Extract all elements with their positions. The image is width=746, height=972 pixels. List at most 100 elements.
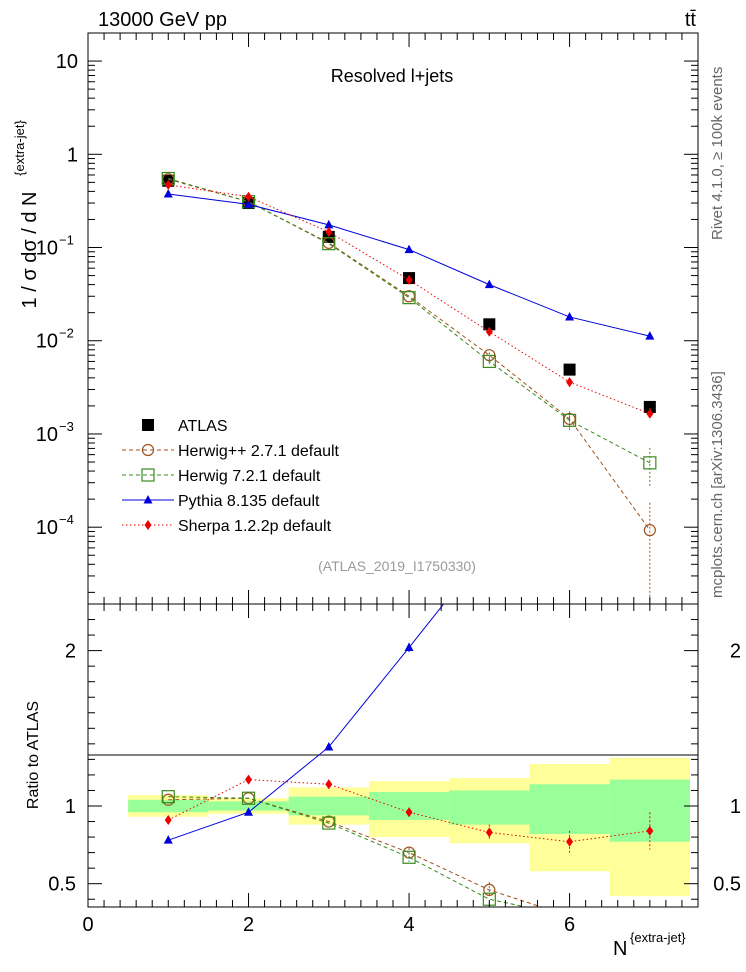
ratio-xlabel-sup: {extra-jet} xyxy=(630,930,686,945)
main-y-tick-label: 1 xyxy=(67,144,78,166)
legend-marker xyxy=(141,443,155,457)
ratio-point xyxy=(244,807,254,816)
ratio-point xyxy=(241,791,256,805)
main-y-tick-label: 10 xyxy=(36,424,58,446)
ratio-point xyxy=(163,835,173,844)
data-point xyxy=(565,311,575,321)
data-point xyxy=(163,189,173,198)
data-point xyxy=(643,400,656,413)
legend-marker xyxy=(143,495,153,504)
energy-label: 13000 GeV pp xyxy=(98,9,227,31)
main-ylabel-sup: {extra-jet} xyxy=(12,120,27,176)
legend: ATLAS Herwig++ 2.7.1 default Herwig 7.2.1 … xyxy=(122,418,340,535)
legend-entry-atlas: ATLAS xyxy=(142,418,228,435)
data-point xyxy=(645,331,655,340)
legend-marker xyxy=(142,419,154,431)
legend-label: Herwig++ 2.7.1 default xyxy=(178,443,340,460)
data-point xyxy=(324,219,334,229)
data-point xyxy=(322,237,336,251)
ratio-ylabel: Ratio to ATLAS xyxy=(25,701,42,809)
main-ylabel-text: 1 / σ dσ / d N xyxy=(19,192,41,309)
main-y-tick-exponent: −2 xyxy=(59,326,74,341)
legend-label: ATLAS xyxy=(178,418,228,435)
ratio-point xyxy=(485,827,493,838)
data-point xyxy=(483,318,496,331)
ratio-x-tick-label: 0 xyxy=(82,914,93,936)
analysis-watermark: (ATLAS_2019_I1750330) xyxy=(318,558,476,574)
data-point xyxy=(643,524,656,537)
ratio-point xyxy=(402,850,416,864)
main-y-tick-exponent: −3 xyxy=(59,419,74,434)
ratio-point xyxy=(483,883,496,897)
data-point xyxy=(484,279,494,289)
ratio-x-tick-label: 4 xyxy=(403,914,414,936)
main-y-tick-label: 10 xyxy=(56,51,78,73)
data-point xyxy=(566,377,574,388)
main-y-tick-exponent: −1 xyxy=(59,233,74,248)
ratio-y-tick-label-right: 0.5 xyxy=(713,874,741,896)
ratio-y-tick-label-right: 1 xyxy=(730,796,741,818)
legend-label: Pythia 8.135 default xyxy=(178,493,320,510)
data-point xyxy=(562,413,577,427)
series-pythia-8-135-default xyxy=(163,189,655,340)
data-point xyxy=(646,408,654,419)
data-point xyxy=(245,191,253,202)
data-point xyxy=(563,363,576,376)
ratio-point xyxy=(404,642,414,652)
ratio-xlabel: N {extra-jet} xyxy=(613,930,686,960)
data-point xyxy=(244,199,254,208)
uncertainty-band-green xyxy=(128,799,209,813)
ratio-point xyxy=(325,779,333,790)
series-atlas xyxy=(162,174,656,413)
uncertainty-band-green xyxy=(288,796,369,816)
legend-entry-herwig-2-7-1-default: Herwig++ 2.7.1 default xyxy=(122,443,340,460)
ratio-y-tick-label: 1 xyxy=(65,796,76,818)
ratio-point xyxy=(164,814,172,825)
data-point xyxy=(164,179,172,190)
series-line-pythia-8-135-default xyxy=(168,193,650,337)
process-label: tt̄ xyxy=(685,9,697,31)
ratio-point xyxy=(646,825,654,836)
data-point xyxy=(325,226,333,237)
rivet-version-label: Rivet 4.1.0, ≥ 100k events xyxy=(709,67,726,240)
ratio-point xyxy=(566,836,574,847)
mcplots-label: mcplots.cern.ch [arXiv:1306.3436] xyxy=(709,371,726,598)
ratio-point xyxy=(161,790,175,804)
data-point xyxy=(485,326,493,337)
uncertainty-band-green xyxy=(529,784,610,834)
ratio-x-tick-label: 2 xyxy=(243,914,254,936)
series-line-herwig-2-7-1-default xyxy=(168,178,651,531)
uncertainty-band-green xyxy=(449,790,530,825)
legend-entry-herwig-7-2-1-default: Herwig 7.2.1 default xyxy=(122,468,321,485)
data-point xyxy=(643,456,657,470)
legend-entry-pythia-8-135-default: Pythia 8.135 default xyxy=(122,493,320,510)
ratio-xlabel-text: N xyxy=(613,938,627,960)
uncertainty-band-green xyxy=(208,801,289,811)
main-y-tick-label: 10 xyxy=(36,238,58,260)
series-herwig-7-2-1-default xyxy=(161,171,657,487)
series-line-herwig-7-2-1-default xyxy=(168,178,651,464)
ratio-point xyxy=(405,807,413,818)
ratio-y-tick-label-right: 2 xyxy=(730,641,741,663)
legend-marker xyxy=(141,468,155,482)
plot-title: Resolved l+jets xyxy=(331,66,454,86)
ratio-point xyxy=(245,774,253,785)
main-ylabel: 1 / σ dσ / d N {extra-jet} xyxy=(12,120,41,309)
ratio-line-herwig-7-2-1-default xyxy=(168,796,529,907)
data-point xyxy=(482,354,496,369)
legend-label: Herwig 7.2.1 default xyxy=(178,468,321,485)
data-point xyxy=(402,291,416,305)
legend-marker xyxy=(144,520,152,530)
main-y-tick-label: 10 xyxy=(36,331,58,353)
ratio-y-tick-label: 0.5 xyxy=(48,874,76,896)
series-sherpa-1-2-2p-default xyxy=(164,179,654,421)
ratio-point xyxy=(324,741,334,751)
ratio-panel: 0.5 1 2 0.5 1 2 0 2 4 6 Ratio to ATLAS N {extra-j… xyxy=(25,603,741,960)
ratio-point xyxy=(322,816,336,830)
legend-label: Sherpa 1.2.2p default xyxy=(178,518,332,535)
ratio-series-sherpa-1-2-2p-default xyxy=(164,774,654,853)
main-y-tick-exponent: −4 xyxy=(59,512,74,527)
main-y-tick-label: 10 xyxy=(36,517,58,539)
